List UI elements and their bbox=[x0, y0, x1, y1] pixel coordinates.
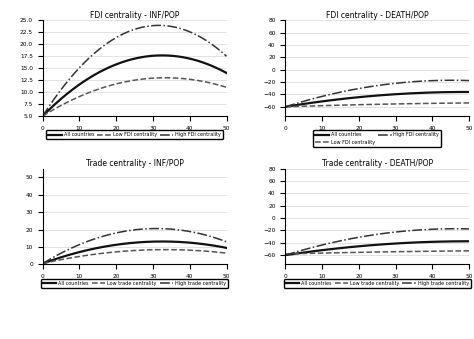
Legend: All countries, Low trade centrality, High trade centrality: All countries, Low trade centrality, Hig… bbox=[41, 279, 228, 287]
Title: Trade centrality - INF/POP: Trade centrality - INF/POP bbox=[86, 159, 183, 168]
X-axis label: day: day bbox=[371, 281, 383, 286]
X-axis label: day: day bbox=[371, 132, 383, 138]
X-axis label: day: day bbox=[128, 132, 141, 138]
Legend: All countries, Low FDI centrality, High FDI centrality: All countries, Low FDI centrality, High … bbox=[46, 131, 223, 139]
Title: Trade centrality - DEATH/POP: Trade centrality - DEATH/POP bbox=[322, 159, 433, 168]
X-axis label: day: day bbox=[128, 281, 141, 286]
Legend: All countries, Low trade centrality, High trade centrality: All countries, Low trade centrality, Hig… bbox=[283, 279, 471, 287]
Title: FDI centrality - DEATH/POP: FDI centrality - DEATH/POP bbox=[326, 11, 428, 20]
Title: FDI centrality - INF/POP: FDI centrality - INF/POP bbox=[90, 11, 179, 20]
Legend: All countries, Low FDI centrality, High FDI centrality: All countries, Low FDI centrality, High … bbox=[313, 131, 441, 147]
